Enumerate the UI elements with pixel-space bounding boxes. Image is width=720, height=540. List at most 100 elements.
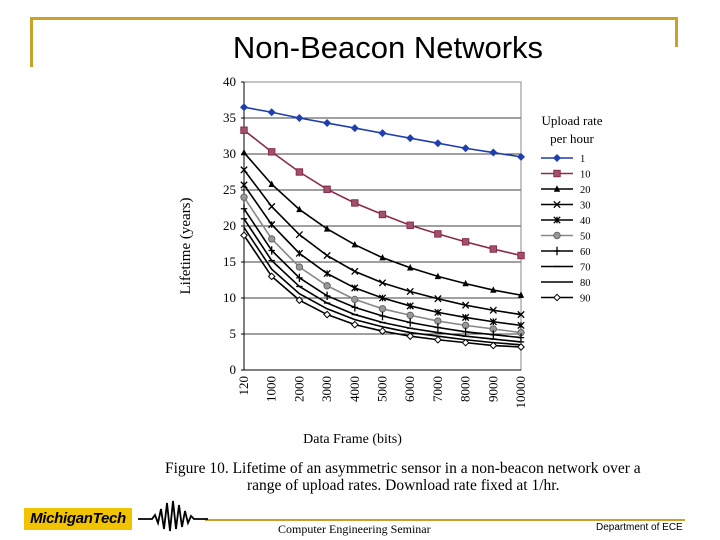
data-point: [461, 301, 470, 309]
data-point: [461, 338, 470, 347]
data-point: [240, 126, 248, 134]
series-50: [240, 193, 525, 337]
x-tick-label: 2000: [291, 376, 306, 402]
legend-label: 80: [580, 278, 591, 289]
data-point: [323, 185, 331, 193]
footer-center-text: Computer Engineering Seminar: [278, 522, 431, 536]
data-point: [295, 263, 304, 271]
series-60: [240, 204, 525, 342]
slide-frame-left: [30, 17, 33, 67]
data-point: [268, 235, 276, 243]
data-point: [323, 119, 332, 128]
legend-swatch-marker: [553, 200, 561, 209]
data-point: [434, 308, 442, 317]
series-70: [240, 218, 525, 343]
data-point: [295, 168, 304, 176]
data-point: [350, 124, 359, 133]
series-90: [240, 231, 525, 351]
legend-title: per hour: [550, 131, 594, 146]
x-tick-label: 6000: [402, 376, 417, 402]
data-point: [351, 295, 359, 304]
data-point: [240, 166, 248, 174]
data-point: [295, 114, 304, 122]
data-point: [461, 313, 470, 322]
legend-item-90: 90: [541, 294, 591, 305]
x-tick-label: 10000: [513, 376, 528, 409]
y-tick-label: 15: [223, 254, 236, 269]
data-point: [240, 181, 248, 189]
legend-item-60: 60: [541, 246, 591, 258]
figure-caption: Figure 10. Lifetime of an asymmetric sen…: [165, 460, 685, 494]
data-point: [517, 333, 525, 342]
data-point: [267, 272, 276, 281]
data-point: [381, 326, 384, 328]
data-point: [490, 330, 497, 339]
y-tick-label: 40: [223, 74, 236, 89]
data-point: [406, 332, 415, 341]
data-point: [378, 305, 387, 313]
legend-swatch-marker: [553, 169, 561, 178]
y-tick-label: 30: [223, 146, 236, 161]
x-tick-label: 4000: [347, 376, 362, 402]
data-point: [489, 341, 498, 350]
legend-swatch-marker: [553, 231, 561, 240]
y-tick-label: 0: [230, 362, 237, 377]
x-tick-label: 8000: [458, 376, 473, 402]
data-point: [268, 148, 276, 156]
data-point: [240, 103, 248, 112]
x-axis-title: Data Frame (bits): [303, 432, 402, 447]
data-point: [268, 202, 276, 211]
data-point: [406, 221, 414, 229]
legend-label: 30: [580, 201, 591, 212]
legend-label: 90: [580, 294, 591, 305]
legend-swatch-marker: [556, 281, 558, 283]
legend-item-40: 40: [541, 216, 591, 227]
y-tick-label: 10: [223, 290, 236, 305]
legend-label: 1: [580, 154, 585, 165]
footer-right-text: Department of ECE: [596, 522, 683, 533]
legend-swatch-marker: [553, 246, 561, 256]
legend-swatch-marker: [553, 216, 561, 224]
caption-line-1: Figure 10. Lifetime of an asymmetric sen…: [165, 460, 641, 477]
series-30: [240, 166, 525, 319]
data-point: [323, 282, 331, 290]
slide-frame-right: [675, 17, 678, 47]
data-point: [407, 264, 414, 271]
data-point: [406, 311, 414, 319]
y-tick-label: 20: [223, 218, 236, 233]
data-point: [517, 343, 525, 351]
data-point: [517, 251, 525, 260]
series-line: [243, 169, 522, 316]
data-point: [323, 225, 331, 232]
data-point: [271, 268, 273, 270]
data-point: [351, 284, 359, 292]
x-tick-label: 7000: [430, 376, 445, 402]
data-point: [326, 308, 328, 310]
data-point: [296, 205, 303, 213]
data-point: [461, 321, 470, 330]
legend-label: 70: [580, 263, 591, 274]
legend-label: 40: [580, 216, 591, 227]
data-point: [434, 272, 442, 280]
data-point: [351, 241, 358, 248]
legend-swatch-marker: [553, 293, 561, 302]
data-point: [379, 253, 386, 261]
slide-title: Non-Beacon Networks: [232, 30, 544, 65]
data-point: [378, 279, 387, 287]
legend-item-20: 20: [541, 185, 591, 196]
x-tick-label: 1000: [264, 376, 279, 402]
legend-item-50: 50: [541, 232, 591, 243]
data-point: [489, 306, 497, 314]
data-point: [406, 134, 415, 143]
data-point: [351, 199, 359, 207]
data-point: [295, 249, 304, 258]
legend-item-1: 1: [541, 154, 585, 165]
data-point: [517, 321, 525, 330]
data-point: [351, 267, 359, 276]
data-point: [323, 291, 331, 301]
data-point: [461, 144, 470, 153]
data-point: [434, 323, 442, 332]
data-point: [517, 152, 525, 161]
series-10: [240, 126, 525, 260]
legend-label: 60: [580, 247, 591, 258]
